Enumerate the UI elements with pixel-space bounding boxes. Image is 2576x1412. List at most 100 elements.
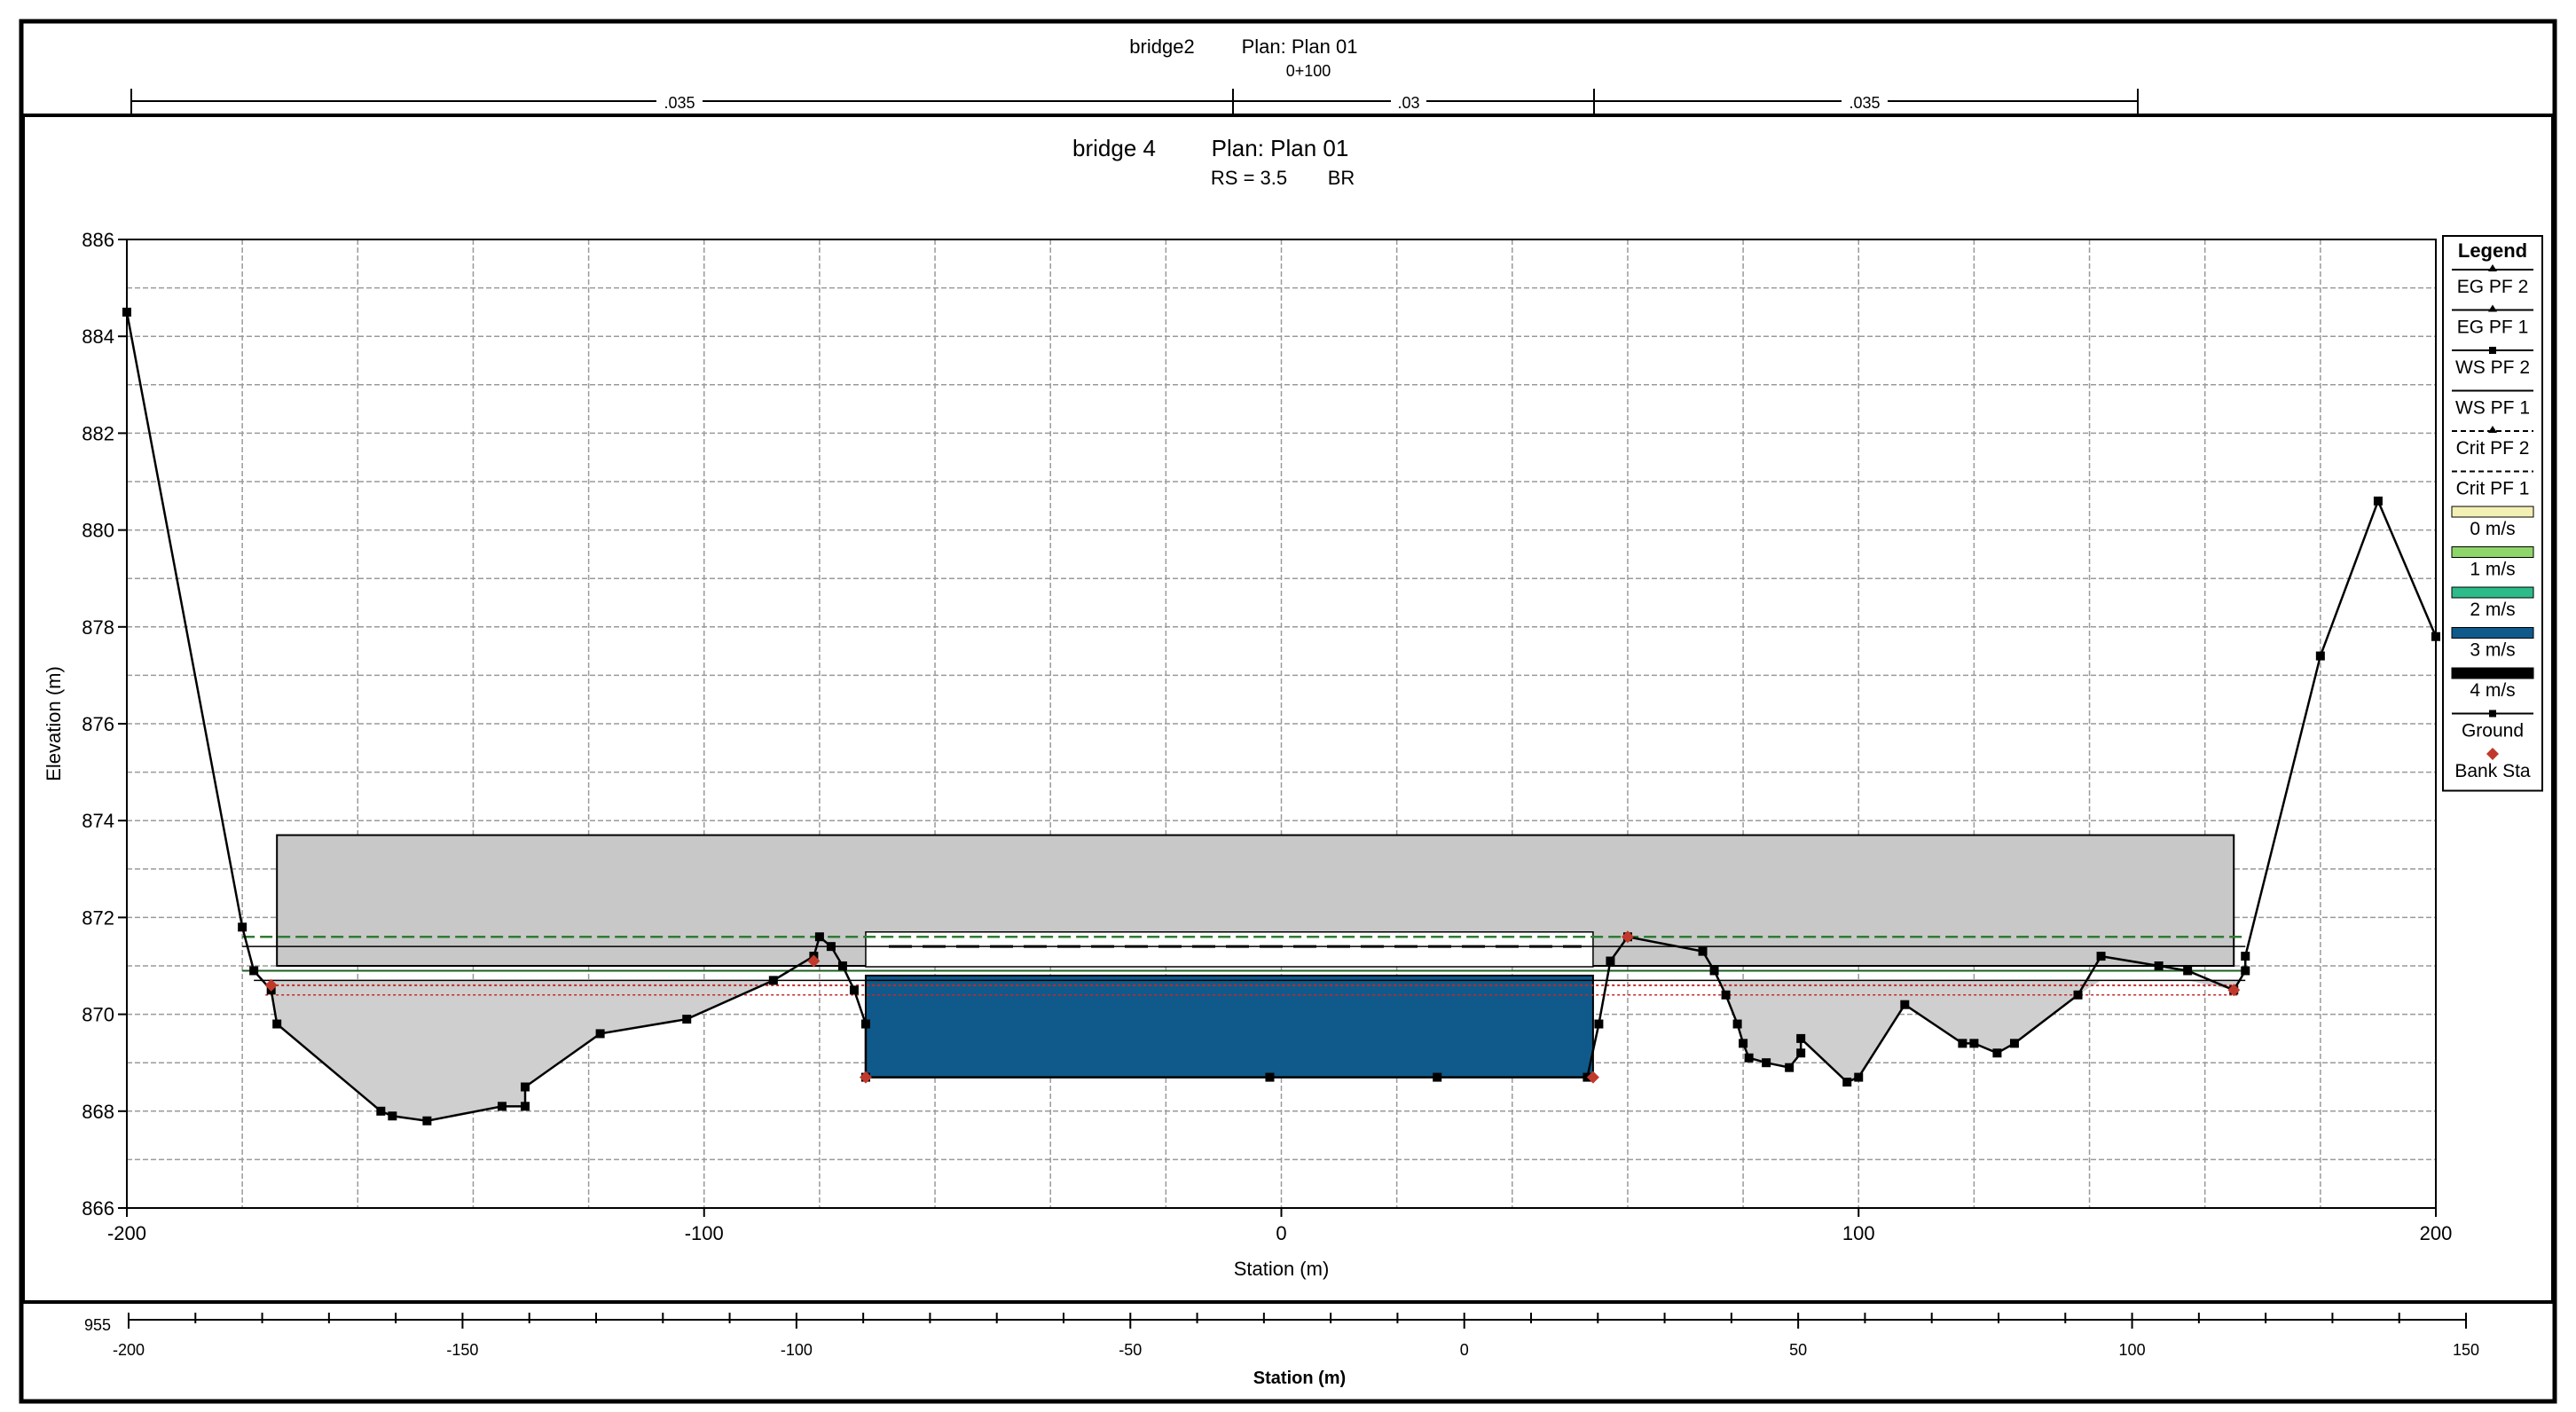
ground-point (682, 1015, 692, 1024)
legend-swatch (2451, 546, 2534, 558)
ground-point (1796, 1033, 1806, 1043)
x-axis-label: Station (m) (1234, 1258, 1330, 1280)
ground-point (1265, 1072, 1275, 1082)
legend-marker (2489, 347, 2496, 354)
background-x-tick-label: 100 (2119, 1341, 2146, 1359)
y-axis-label: Elevation (m) (43, 666, 65, 781)
background-title: bridge2 (1129, 35, 1194, 58)
bank-station-marker (859, 1071, 872, 1084)
legend-swatch (2451, 627, 2534, 639)
y-tick-label: 876 (82, 713, 114, 735)
background-plan: Plan: Plan 01 (1242, 35, 1358, 58)
ground-point (2315, 651, 2325, 661)
legend-swatch (2451, 506, 2534, 518)
chart-subtitle-type: BR (1328, 167, 1355, 189)
background-x-tick-label: 150 (2453, 1341, 2479, 1359)
ground-point (272, 1019, 282, 1029)
legend-label: EG PF 2 (2457, 277, 2529, 297)
ground-point (249, 966, 259, 976)
ground-point (1785, 1063, 1795, 1072)
ground-point (388, 1111, 397, 1121)
x-tick-label: -100 (685, 1222, 724, 1244)
legend-label: 4 m/s (2470, 680, 2515, 701)
ground-point (595, 1029, 605, 1039)
background-x-tick-label: -200 (113, 1341, 145, 1359)
ground-point (238, 922, 247, 932)
ground-point (376, 1106, 386, 1116)
legend-label: Crit PF 2 (2456, 438, 2530, 459)
y-tick-label: 882 (82, 422, 114, 444)
y-tick-label: 886 (82, 229, 114, 251)
legend-swatch (2486, 748, 2499, 760)
legend-label: 3 m/s (2470, 640, 2515, 661)
legend-marker (2488, 426, 2497, 433)
ground-point (1606, 956, 1615, 966)
ground-point (1958, 1039, 1967, 1048)
legend-label: 0 m/s (2470, 519, 2515, 539)
ground-point (814, 932, 824, 942)
x-tick-label: 100 (1842, 1222, 1875, 1244)
legend-label: Bank Sta (2454, 761, 2531, 781)
background-x-tick-label: -50 (1119, 1341, 1142, 1359)
n-value-right: .035 (1849, 94, 1880, 112)
bank-station-marker (1621, 930, 1634, 944)
legend: Legend EG PF 2 EG PF 1 WS PF 2 WS PF 1 Crit P… (2442, 235, 2543, 792)
ground-point (1842, 1078, 1852, 1087)
ground-point (1900, 1000, 1910, 1009)
ground-point (837, 961, 847, 970)
axes: 866 868 870 872 874 876 878 880 882 884 886 -200 -10… (82, 229, 2452, 1244)
legend-label: WS PF 1 (2455, 398, 2530, 419)
background-x-axis-label: Station (m) (1253, 1369, 1346, 1388)
ground-point (2183, 966, 2193, 976)
ground-point (521, 1102, 530, 1111)
ground-point (849, 985, 859, 995)
bank-station-marker (2227, 984, 2241, 997)
channel-flow-velocity (864, 974, 1594, 1079)
left-overbank-flow (271, 980, 791, 1121)
ground-point (1433, 1072, 1442, 1082)
ground-point (2073, 990, 2083, 1000)
main-plot-window[interactable]: bridge 4 Plan: Plan 01 RS = 3.5 BR 866 86… (21, 114, 2555, 1304)
legend-label: EG PF 1 (2457, 318, 2529, 338)
y-tick-label: 868 (82, 1101, 114, 1123)
legend-label: Crit PF 1 (2456, 479, 2530, 499)
ground-point (422, 1116, 432, 1126)
ground-point (826, 942, 836, 952)
ground-point (1721, 990, 1731, 1000)
y-tick-label: 874 (82, 810, 114, 832)
background-x-tick-label: -150 (446, 1341, 478, 1359)
ground-point (1698, 946, 1708, 956)
ground-point (1744, 1053, 1754, 1063)
bank-station-marker (264, 978, 278, 992)
ground-point (1732, 1019, 1742, 1029)
background-x-tick-label: 50 (1789, 1341, 1807, 1359)
ground-point (2241, 952, 2250, 961)
chart-title: bridge 4 (1072, 135, 1156, 161)
background-x-tick-label: -100 (781, 1341, 813, 1359)
ground-point (1969, 1039, 1979, 1048)
legend-swatch (2451, 586, 2534, 599)
legend-marker (2489, 710, 2496, 718)
background-x-tick-label: 0 (1460, 1341, 1469, 1359)
ground-point (768, 976, 778, 985)
x-tick-label: -200 (107, 1222, 146, 1244)
cross-section-chart: bridge 4 Plan: Plan 01 RS = 3.5 BR 86686… (43, 135, 2543, 1280)
bank-station-marker (807, 954, 821, 968)
legend-label: 1 m/s (2470, 560, 2515, 580)
legend-swatch (2451, 667, 2534, 679)
y-tick-label: 884 (82, 326, 114, 348)
ground-point (2096, 952, 2106, 961)
ground-point (1992, 1048, 2002, 1058)
n-value-left: .035 (664, 94, 695, 112)
legend-label: Ground (2462, 721, 2524, 741)
ground-point (497, 1102, 507, 1111)
legend-title: Legend (2458, 239, 2527, 262)
ground-point (1854, 1072, 1864, 1082)
y-tick-label: 870 (82, 1004, 114, 1026)
ground-point (2009, 1039, 2019, 1048)
ground-point (1739, 1039, 1748, 1048)
ground-point (2373, 496, 2383, 506)
y-tick-label: 880 (82, 520, 114, 542)
x-tick-label: 0 (1276, 1222, 1286, 1244)
ground-point (860, 1019, 870, 1029)
